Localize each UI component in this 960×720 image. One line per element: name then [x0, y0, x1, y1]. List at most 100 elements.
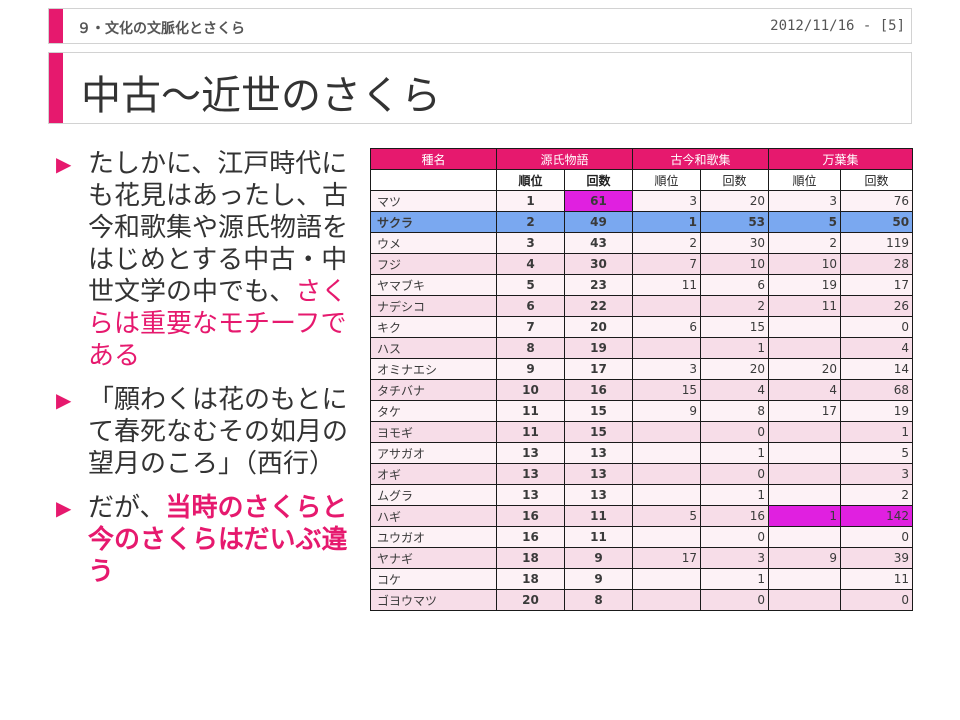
table-row: ウメ 3 43 2 30 2 119	[370, 232, 914, 254]
manyo-count-cell: 0	[840, 316, 914, 338]
table-row: フジ 4 30 7 10 10 28	[370, 253, 914, 275]
manyo-rank-cell: 11	[768, 295, 842, 317]
genji-rank-cell: 2	[496, 211, 565, 233]
header-kokin: 古今和歌集	[632, 148, 770, 170]
kokin-count-cell: 1	[700, 442, 770, 464]
kokin-rank-cell: 3	[632, 190, 702, 212]
genji-rank-cell: 13	[496, 484, 565, 506]
kokin-rank-cell	[632, 526, 702, 548]
page-title: 中古～近世のさくら	[81, 73, 441, 119]
genji-rank-cell: 18	[496, 547, 565, 569]
kokin-rank-cell: 2	[632, 232, 702, 254]
genji-rank-cell: 18	[496, 568, 565, 590]
manyo-count-cell: 11	[840, 568, 914, 590]
manyo-rank-cell	[768, 421, 842, 443]
species-cell: オミナエシ	[370, 358, 497, 380]
manyo-count-cell: 0	[840, 589, 914, 611]
genji-count-cell: 20	[563, 316, 634, 338]
kokin-count-cell: 0	[700, 421, 770, 443]
bullet-2-text: 「願わくは花のもとにて春死なむその如月の望月のころ」（西行）	[88, 385, 349, 479]
genji-count-cell: 19	[563, 337, 634, 359]
bullet-1-emphasis: さくらは重要なモチーフである	[88, 277, 348, 371]
section-label: ９・文化の文脈化とさくら	[77, 21, 245, 37]
genji-rank-cell: 1	[496, 190, 565, 212]
bullet-1-text: たしかに、江戸時代にも花見はあったし、古今和歌集や源氏物語をはじめとする中古・中…	[88, 149, 349, 307]
genji-rank-cell: 7	[496, 316, 565, 338]
kokin-rank-cell	[632, 337, 702, 359]
manyo-count-cell: 50	[840, 211, 914, 233]
manyo-rank-cell	[768, 568, 842, 590]
header-manyo: 万葉集	[768, 148, 914, 170]
manyo-count-cell: 19	[840, 400, 914, 422]
genji-count-cell: 61	[563, 190, 634, 212]
genji-count-cell: 13	[563, 442, 634, 464]
table-row: ハス 8 19 1 4	[370, 337, 914, 359]
manyo-rank-cell: 20	[768, 358, 842, 380]
kokin-count-cell: 20	[700, 190, 770, 212]
kokin-count-cell: 20	[700, 358, 770, 380]
kokin-count-cell: 1	[700, 484, 770, 506]
manyo-count-cell: 1	[840, 421, 914, 443]
manyo-count-cell: 17	[840, 274, 914, 296]
kokin-rank-cell	[632, 295, 702, 317]
kokin-rank-cell: 17	[632, 547, 702, 569]
manyo-rank-cell	[768, 316, 842, 338]
manyo-count-cell: 39	[840, 547, 914, 569]
species-cell: ゴヨウマツ	[370, 589, 497, 611]
bullet-item-3: ▶ だが、当時のさくらと今のさくらはだいぶ違う	[56, 492, 356, 588]
genji-count-cell: 30	[563, 253, 634, 275]
kokin-count-cell: 1	[700, 568, 770, 590]
genji-count-cell: 17	[563, 358, 634, 380]
species-cell: キク	[370, 316, 497, 338]
table-row: ゴヨウマツ 20 8 0 0	[370, 589, 914, 611]
table-row: タチバナ 10 16 15 4 4 68	[370, 379, 914, 401]
genji-rank-cell: 13	[496, 463, 565, 485]
genji-rank-cell: 8	[496, 337, 565, 359]
species-cell: ムグラ	[370, 484, 497, 506]
table-row: ヤナギ 18 9 17 3 9 39	[370, 547, 914, 569]
manyo-rank-cell	[768, 484, 842, 506]
genji-count-cell: 49	[563, 211, 634, 233]
genji-count-cell: 23	[563, 274, 634, 296]
kokin-count-cell: 0	[700, 463, 770, 485]
kokin-count-cell: 2	[700, 295, 770, 317]
genji-rank-cell: 13	[496, 442, 565, 464]
genji-count-cell: 15	[563, 421, 634, 443]
kokin-count-cell: 16	[700, 505, 770, 527]
bullet-arrow-icon: ▶	[56, 388, 72, 412]
species-cell: ユウガオ	[370, 526, 497, 548]
kokin-count-cell: 0	[700, 589, 770, 611]
bullet-3-text: だが、	[88, 493, 166, 523]
header-accent-bar	[49, 9, 63, 43]
species-cell: ヤマブキ	[370, 274, 497, 296]
species-cell: サクラ	[370, 211, 497, 233]
manyo-count-cell: 4	[840, 337, 914, 359]
manyo-rank-cell: 2	[768, 232, 842, 254]
manyo-rank-cell: 1	[768, 505, 842, 527]
plant-ranking-table: 種名 源氏物語 古今和歌集 万葉集 順位 回数 順位 回数 順位 回数 マツ 1 6…	[370, 148, 914, 611]
manyo-count-cell: 3	[840, 463, 914, 485]
genji-rank-cell: 16	[496, 526, 565, 548]
manyo-count-cell: 28	[840, 253, 914, 275]
species-cell: アサガオ	[370, 442, 497, 464]
kokin-rank-cell	[632, 442, 702, 464]
manyo-rank-cell: 5	[768, 211, 842, 233]
kokin-rank-cell: 6	[632, 316, 702, 338]
title-box: 中古～近世のさくら	[48, 52, 912, 124]
kokin-count-cell: 6	[700, 274, 770, 296]
manyo-rank-cell	[768, 442, 842, 464]
genji-count-cell: 9	[563, 547, 634, 569]
kokin-count-cell: 53	[700, 211, 770, 233]
genji-rank-cell: 16	[496, 505, 565, 527]
bullet-3-emphasis: 当時のさくらと今のさくらはだいぶ違う	[88, 493, 348, 587]
subheader-count: 回数	[700, 169, 770, 191]
kokin-count-cell: 30	[700, 232, 770, 254]
kokin-count-cell: 1	[700, 337, 770, 359]
manyo-rank-cell	[768, 463, 842, 485]
genji-count-cell: 15	[563, 400, 634, 422]
species-cell: コケ	[370, 568, 497, 590]
species-cell: ヤナギ	[370, 547, 497, 569]
table-row: オギ 13 13 0 3	[370, 463, 914, 485]
kokin-rank-cell	[632, 568, 702, 590]
kokin-rank-cell: 11	[632, 274, 702, 296]
